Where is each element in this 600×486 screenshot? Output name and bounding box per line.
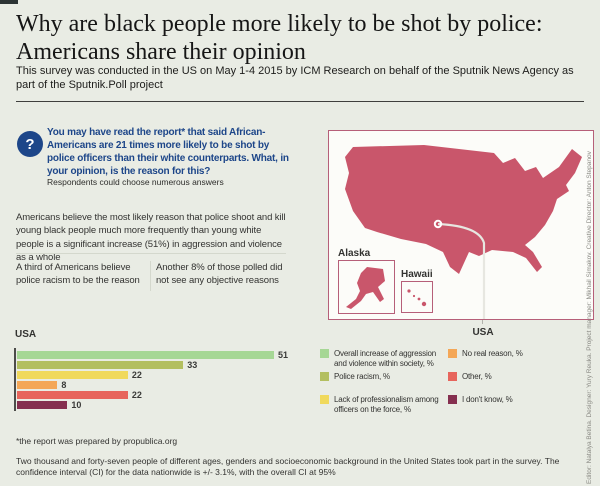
bar-row: 22 bbox=[17, 370, 288, 380]
alaska-inset bbox=[338, 260, 395, 314]
legend-swatch-icon bbox=[448, 349, 457, 358]
report-footnote: *the report was prepared by propublica.o… bbox=[16, 436, 178, 446]
legend-label: Other, % bbox=[462, 372, 492, 381]
usa-map-panel: Alaska Hawaii bbox=[328, 130, 594, 320]
legend-label: I don't know, % bbox=[462, 395, 513, 404]
map-callout-marker bbox=[433, 219, 443, 229]
usa-map-icon bbox=[345, 145, 582, 319]
credits-vertical: Editor: Natalya Betina. Designer: Yury R… bbox=[586, 151, 593, 484]
bar bbox=[17, 361, 184, 369]
chart-legend-left: Overall increase of aggression and viole… bbox=[320, 349, 442, 418]
hawaii-inset bbox=[401, 281, 433, 313]
bar-value-label: 8 bbox=[61, 380, 67, 390]
header-divider bbox=[16, 101, 584, 102]
legend-label: Overall increase of aggression and viole… bbox=[334, 349, 437, 369]
legend-swatch-icon bbox=[320, 395, 329, 404]
bar bbox=[17, 391, 128, 399]
hawaii-label: Hawaii bbox=[401, 269, 433, 280]
bar bbox=[17, 401, 68, 409]
findings-divider bbox=[16, 253, 286, 254]
bar-row: 8 bbox=[17, 380, 288, 390]
legend-swatch-icon bbox=[320, 349, 329, 358]
legend-label: Police racism, % bbox=[334, 372, 390, 381]
methodology-note: Two thousand and forty-seven people of d… bbox=[16, 456, 560, 478]
bar-value-label: 51 bbox=[278, 350, 289, 360]
bar-value-label: 22 bbox=[131, 370, 142, 380]
legend-item: No real reason, % bbox=[448, 349, 578, 372]
survey-question-note: Respondents could choose numerous answer… bbox=[47, 177, 224, 187]
legend-swatch-icon bbox=[448, 395, 457, 404]
legend-item: Other, % bbox=[448, 372, 578, 395]
alaska-map-icon bbox=[346, 267, 385, 309]
bar-value-label: 22 bbox=[131, 390, 142, 400]
chart-axis-line bbox=[14, 348, 16, 411]
map-callout-tail bbox=[482, 320, 483, 324]
chart-title: USA bbox=[15, 329, 37, 340]
bar-value-label: 10 bbox=[71, 400, 82, 410]
bar-row: 22 bbox=[17, 390, 288, 400]
page-subtitle: This survey was conducted in the US on M… bbox=[16, 65, 574, 92]
finding-left: A third of Americans believe police raci… bbox=[16, 262, 140, 286]
legend-item: Police racism, % bbox=[320, 372, 442, 395]
legend-label: No real reason, % bbox=[462, 349, 523, 358]
question-mark-icon: ? bbox=[17, 131, 43, 157]
finding-right: Another 8% of those polled did not see a… bbox=[156, 262, 283, 286]
findings-column-divider bbox=[150, 261, 151, 291]
map-callout-label: USA bbox=[472, 327, 494, 338]
bar-value-label: 33 bbox=[187, 360, 198, 370]
page-title: Why are black people more likely to be s… bbox=[16, 11, 543, 66]
hawaii-map-icon bbox=[407, 289, 427, 307]
alaska-label: Alaska bbox=[338, 248, 371, 259]
bar-row: 10 bbox=[17, 400, 288, 410]
map-callout-line bbox=[437, 222, 486, 319]
chart-legend-right: No real reason, % Other, % I don't know, % bbox=[448, 349, 578, 418]
bar bbox=[17, 381, 58, 389]
legend-item: I don't know, % bbox=[448, 395, 578, 418]
legend-item: Lack of professionalism among officers o… bbox=[320, 395, 442, 418]
bar-row: 51 bbox=[17, 350, 289, 360]
finding-main: Americans believe the most likely reason… bbox=[16, 212, 286, 263]
legend-label: Lack of professionalism among officers o… bbox=[334, 395, 439, 415]
corner-strip bbox=[0, 0, 18, 4]
bar bbox=[17, 351, 274, 359]
survey-question: You may have read the report* that said … bbox=[47, 127, 289, 177]
bar-chart-bars: 51 33 22 8 22 10 bbox=[17, 351, 288, 411]
legend-swatch-icon bbox=[448, 372, 457, 381]
legend-swatch-icon bbox=[320, 372, 329, 381]
bar-row: 33 bbox=[17, 360, 288, 370]
legend-item: Overall increase of aggression and viole… bbox=[320, 349, 442, 372]
bar bbox=[17, 371, 128, 379]
